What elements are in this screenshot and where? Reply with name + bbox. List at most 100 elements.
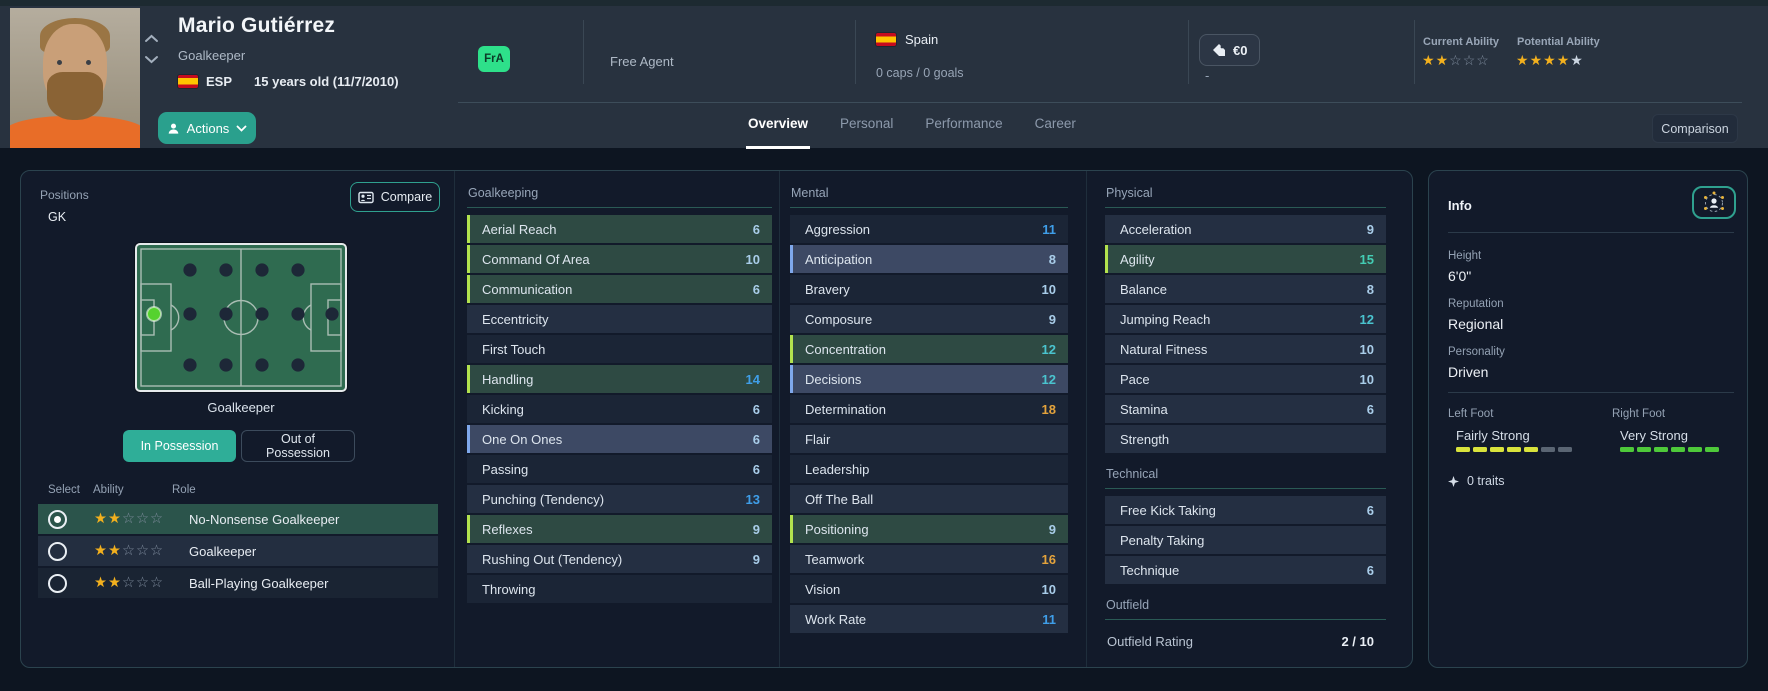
attribute-value: 2 / 10: [1341, 633, 1374, 649]
star-icon: ★: [1422, 52, 1436, 68]
tab-overview[interactable]: Overview: [746, 110, 811, 149]
comparison-button[interactable]: Comparison: [1652, 114, 1738, 143]
spain-flag-icon: [876, 33, 896, 46]
attribute-value: 15: [1359, 251, 1374, 267]
in-possession-button[interactable]: In Possession: [123, 430, 236, 462]
traits-row: 0 traits: [1448, 474, 1505, 488]
attribute-value: 12: [1041, 371, 1056, 387]
section-title: Outfield: [1105, 598, 1386, 620]
tab-career[interactable]: Career: [1033, 110, 1078, 149]
star-icon: ★: [1570, 52, 1584, 68]
role-radio[interactable]: [48, 541, 67, 561]
star-icon: ★: [1529, 52, 1544, 68]
attribute-label: Strength: [1120, 431, 1170, 447]
player-name: Mario Gutiérrez: [178, 14, 336, 37]
attribute-label: Work Rate: [805, 611, 867, 627]
star-icon: ☆: [150, 575, 164, 591]
actions-button[interactable]: Actions: [158, 112, 256, 144]
column-divider: [779, 171, 780, 667]
position-dot: [219, 307, 233, 321]
position-pitch: [135, 243, 347, 392]
attribute-row: Determination 18: [790, 395, 1068, 423]
position-dot: [291, 263, 305, 277]
star-icon: ☆: [136, 575, 150, 591]
attribute-label: Pace: [1120, 371, 1150, 387]
attribute-label: Leadership: [805, 461, 870, 477]
attribute-row: Rushing Out (Tendency) 9: [467, 545, 772, 573]
position-dot: [219, 263, 233, 277]
attribute-label: Command Of Area: [482, 251, 590, 267]
profile-tabs: Overview Personal Performance Career: [746, 110, 1078, 149]
attribute-value: 10: [1041, 581, 1056, 597]
radio-dot: [54, 515, 61, 523]
role-name: Goalkeeper: [189, 543, 257, 559]
role-radio[interactable]: [48, 573, 67, 593]
attribute-label: Bravery: [805, 281, 850, 297]
attribute-row: Communication 6: [467, 275, 772, 303]
role-table-header-select: Select: [48, 484, 80, 496]
attribute-row: Vision 10: [790, 575, 1068, 603]
attribute-row: Technique 6: [1105, 556, 1386, 584]
attribute-label: Aggression: [805, 221, 871, 237]
role-ability-stars: ★★☆☆☆: [94, 543, 172, 559]
reputation-label: Reputation: [1448, 298, 1504, 310]
previous-player-button[interactable]: [142, 32, 161, 45]
section-title: Physical: [1105, 186, 1386, 208]
chevron-up-icon: [145, 34, 158, 42]
nationality-code: ESP: [206, 74, 233, 89]
scout-report-button[interactable]: [1692, 186, 1736, 219]
attribute-label: Penalty Taking: [1120, 532, 1205, 548]
sparkle-icon: [1448, 475, 1459, 487]
personality-value: Driven: [1448, 364, 1489, 380]
attribute-label: Communication: [482, 281, 573, 297]
attribute-value: 8: [1366, 281, 1374, 297]
highlight-bar: [790, 515, 793, 543]
foot-strength-segment: [1541, 447, 1555, 452]
mental-column: Mental Aggression 11 Anticipation 8 Bravery 10…: [790, 186, 1068, 635]
nation-row: Spain: [876, 32, 938, 47]
attribute-value: 6: [752, 461, 760, 477]
info-panel: [1428, 170, 1748, 668]
out-of-possession-button[interactable]: Out of Possession: [241, 430, 355, 462]
right-foot-bar: [1620, 447, 1719, 452]
highlight-bar: [467, 515, 470, 543]
header-rule: [458, 102, 1742, 103]
next-player-button[interactable]: [142, 53, 161, 66]
role-row[interactable]: ★★☆☆☆ Goalkeeper: [38, 536, 438, 566]
attribute-label: Handling: [482, 371, 534, 387]
attribute-label: Free Kick Taking: [1120, 502, 1216, 518]
attribute-label: Eccentricity: [482, 311, 549, 327]
attribute-value: 6: [752, 281, 760, 297]
attribute-value: 6: [1366, 502, 1374, 518]
tab-personal[interactable]: Personal: [838, 110, 895, 149]
attribute-row: Flair: [790, 425, 1068, 453]
attribute-label: Flair: [805, 431, 831, 447]
foot-strength-segment: [1654, 447, 1668, 452]
attribute-row: Concentration 12: [790, 335, 1068, 363]
attribute-label: One On Ones: [482, 431, 563, 447]
attribute-value: 10: [1359, 371, 1374, 387]
tab-performance[interactable]: Performance: [923, 110, 1004, 149]
role-table: ★★☆☆☆ No-Nonsense Goalkeeper ★★☆☆☆ Goalkeep…: [38, 504, 438, 600]
attribute-value: 14: [745, 371, 760, 387]
star-icon: ★: [1556, 52, 1571, 68]
compare-button[interactable]: Compare: [350, 182, 440, 212]
header-divider: [1188, 20, 1189, 84]
attribute-label: Punching (Tendency): [482, 491, 605, 507]
position-dot: [255, 263, 269, 277]
current-ability-label: Current Ability: [1423, 36, 1499, 48]
role-row[interactable]: ★★☆☆☆ Ball-Playing Goalkeeper: [38, 568, 438, 598]
attribute-row: Aerial Reach 6: [467, 215, 772, 243]
attribute-value: 6: [1366, 401, 1374, 417]
attribute-label: Off The Ball: [805, 491, 874, 507]
foot-strength-segment: [1524, 447, 1538, 452]
current-ability-stars: ★★☆☆☆: [1422, 52, 1490, 69]
header-divider: [855, 20, 856, 84]
attribute-row: Stamina 6: [1105, 395, 1386, 423]
section-title: Technical: [1105, 467, 1386, 489]
role-radio[interactable]: [48, 509, 67, 529]
role-row[interactable]: ★★☆☆☆ No-Nonsense Goalkeeper: [38, 504, 438, 534]
physical-column: Physical Acceleration 9 Agility 15 Balance 8 Ju…: [1105, 186, 1386, 657]
highlight-bar: [467, 245, 470, 273]
attribute-value: 6: [752, 401, 760, 417]
